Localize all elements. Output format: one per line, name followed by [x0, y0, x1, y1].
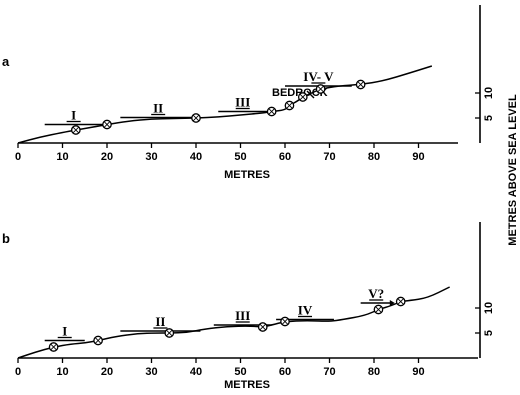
- sample-marker-cross: [317, 85, 324, 93]
- x-tick-label: 90: [412, 151, 424, 163]
- sample-marker-cross: [299, 93, 306, 101]
- terrace-level-label: I: [62, 324, 67, 339]
- ground-profile-line: [17, 286, 450, 359]
- ground-profile-line: [17, 65, 433, 144]
- panel-b-x-axis-title: METRES: [224, 379, 270, 391]
- x-tick-label: 50: [234, 151, 246, 163]
- x-tick-label: 10: [56, 151, 68, 163]
- sample-marker-cross: [192, 114, 200, 122]
- sample-marker-cross: [397, 298, 404, 305]
- x-tick-label: 40: [190, 366, 202, 378]
- terrace-level-label: V?: [368, 286, 384, 301]
- panel-b-letter: b: [2, 231, 10, 246]
- x-tick-label: 70: [323, 151, 335, 163]
- x-tick-label: 70: [323, 366, 335, 378]
- x-tick-label: 30: [145, 151, 157, 163]
- terrace-level-label: IV: [298, 303, 313, 318]
- terrace-level-label: II: [153, 101, 163, 116]
- sample-marker-cross: [281, 318, 289, 325]
- sample-marker-cross: [268, 108, 275, 115]
- y-tick-label: 5: [483, 330, 495, 336]
- x-tick-label: 20: [101, 151, 113, 163]
- y-axis-title: METRES ABOVE SEA LEVEL: [507, 94, 519, 246]
- x-tick-label: 40: [190, 151, 202, 163]
- x-tick-label: 0: [15, 151, 21, 163]
- sample-marker-cross: [375, 306, 382, 313]
- x-tick-label: 80: [368, 151, 380, 163]
- sample-marker-cross: [103, 121, 111, 128]
- y-tick-label: 5: [483, 115, 495, 121]
- panel-a-letter: a: [2, 54, 10, 69]
- panel-a: a METRES BEDROCK 0 10 20 30 40 50 60 70 80 90 5 10 I…: [2, 5, 495, 181]
- terrace-level-label: IV- V: [303, 69, 334, 84]
- x-tick-label: 60: [279, 151, 291, 163]
- terrace-level-label: III: [235, 95, 250, 110]
- bedrock-pointer: [306, 90, 315, 99]
- y-tick-label: 10: [483, 87, 495, 99]
- x-tick-label: 90: [412, 366, 424, 378]
- x-tick-label: 60: [279, 366, 291, 378]
- sample-marker-cross: [50, 343, 57, 351]
- terrace-level-label: II: [155, 314, 165, 329]
- sample-marker-cross: [94, 337, 102, 344]
- x-tick-label: 0: [15, 366, 21, 378]
- sample-marker-cross: [286, 102, 293, 109]
- x-tick-label: 80: [368, 366, 380, 378]
- panel-a-x-axis-title: METRES: [224, 169, 270, 181]
- level-v-arrowhead: [389, 300, 395, 306]
- sample-marker-cross: [259, 323, 266, 331]
- bedrock-annotation: BEDROCK: [272, 87, 328, 99]
- x-tick-label: 50: [234, 366, 246, 378]
- terrace-level-label: I: [71, 108, 76, 123]
- terrace-level-label: III: [235, 308, 250, 323]
- x-tick-label: 10: [56, 366, 68, 378]
- sample-marker-cross: [357, 81, 364, 88]
- x-tick-label: 20: [101, 366, 113, 378]
- sample-marker-cross: [166, 329, 173, 337]
- x-tick-label: 30: [145, 366, 157, 378]
- sample-marker-cross: [72, 126, 79, 134]
- y-tick-label: 10: [483, 302, 495, 314]
